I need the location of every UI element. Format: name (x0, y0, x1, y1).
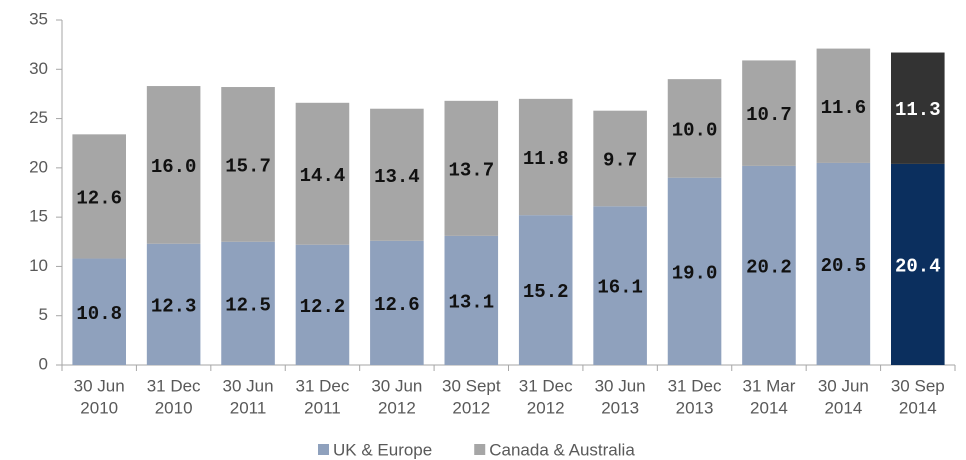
x-tick-label: 2012 (378, 398, 416, 417)
data-label: 9.7 (603, 150, 637, 172)
x-tick-label: 2010 (80, 398, 118, 417)
data-label: 16.0 (151, 156, 197, 178)
bar-segment (742, 60, 796, 166)
data-label: 12.2 (300, 296, 346, 318)
x-tick-label: 30 Jun (818, 376, 869, 395)
x-tick-label: 2014 (899, 398, 937, 417)
data-label: 15.7 (225, 155, 271, 177)
bar-segment (146, 243, 201, 365)
x-tick-label: 30 Jun (371, 376, 422, 395)
x-tick-label: 2013 (601, 398, 639, 417)
data-label: 10.8 (76, 303, 122, 325)
data-label: 12.6 (76, 187, 122, 209)
x-tick-label: 2014 (750, 398, 788, 417)
data-label: 11.3 (895, 99, 941, 121)
x-tick-label: 31 Dec (147, 376, 201, 395)
bar-segment (518, 98, 573, 216)
x-tick-label: 30 Jun (74, 376, 125, 395)
bar-segment (891, 163, 945, 365)
bar-segment (444, 100, 499, 236)
bar-segment (146, 86, 201, 244)
bar-segment (816, 48, 871, 163)
data-label: 11.6 (821, 97, 867, 119)
x-tick-label: 2012 (527, 398, 565, 417)
data-label: 13.1 (448, 291, 494, 313)
x-tick-label: 2011 (304, 398, 341, 417)
bar-segment (444, 235, 499, 365)
bar-segment (667, 79, 722, 178)
x-tick-label: 31 Mar (742, 376, 795, 395)
x-tick-label: 2013 (676, 398, 714, 417)
legend-label: UK & Europe (333, 440, 432, 459)
data-label: 12.3 (151, 295, 197, 317)
legend-swatch (318, 444, 329, 455)
bar-segment (667, 177, 722, 365)
bar-segment (72, 258, 126, 365)
x-tick-label: 30 Jun (595, 376, 646, 395)
data-label: 15.2 (523, 281, 569, 303)
data-label: 10.0 (672, 119, 718, 141)
x-tick-label: 31 Dec (668, 376, 722, 395)
x-tick-label: 30 Jun (223, 376, 274, 395)
data-label: 12.6 (374, 294, 420, 316)
bar-segment (816, 162, 871, 365)
data-label: 20.4 (895, 255, 941, 277)
y-tick-label: 10 (29, 256, 48, 275)
y-tick-label: 30 (29, 59, 48, 78)
legend-label: Canada & Australia (489, 440, 635, 459)
bar-segment (518, 215, 573, 365)
data-label: 20.2 (746, 256, 792, 278)
bar-segment (72, 134, 126, 259)
x-tick-label: 2014 (824, 398, 862, 417)
x-tick-label: 2010 (155, 398, 193, 417)
bar-segment (370, 108, 424, 241)
data-label: 13.7 (448, 159, 494, 181)
data-label: 11.8 (523, 148, 569, 170)
data-label: 19.0 (672, 262, 718, 284)
x-tick-label: 31 Dec (296, 376, 350, 395)
bar-segment (370, 240, 424, 365)
bar-segment (593, 206, 647, 365)
bar-segment (593, 110, 647, 207)
x-tick-label: 30 Sept (442, 376, 501, 395)
bar-segment (221, 87, 275, 242)
data-label: 20.5 (821, 255, 867, 277)
y-tick-label: 35 (29, 9, 48, 28)
bar-segment (295, 244, 350, 365)
x-tick-label: 2011 (230, 398, 267, 417)
data-label: 13.4 (374, 166, 420, 188)
y-tick-label: 5 (39, 305, 48, 324)
bar-segment (295, 102, 350, 245)
legend-swatch (474, 444, 486, 455)
data-label: 14.4 (300, 165, 346, 187)
data-label: 16.1 (597, 277, 643, 299)
bar-segment (221, 241, 275, 365)
data-label: 10.7 (746, 104, 792, 126)
bar-segment (742, 165, 796, 365)
x-tick-label: 2012 (452, 398, 490, 417)
x-tick-label: 30 Sep (891, 376, 945, 395)
y-tick-label: 0 (39, 354, 48, 373)
data-label: 12.5 (225, 294, 271, 316)
bar-segment (891, 52, 945, 164)
y-tick-label: 20 (29, 157, 48, 176)
x-tick-label: 31 Dec (519, 376, 573, 395)
y-tick-label: 25 (29, 108, 48, 127)
y-tick-label: 15 (29, 207, 48, 226)
